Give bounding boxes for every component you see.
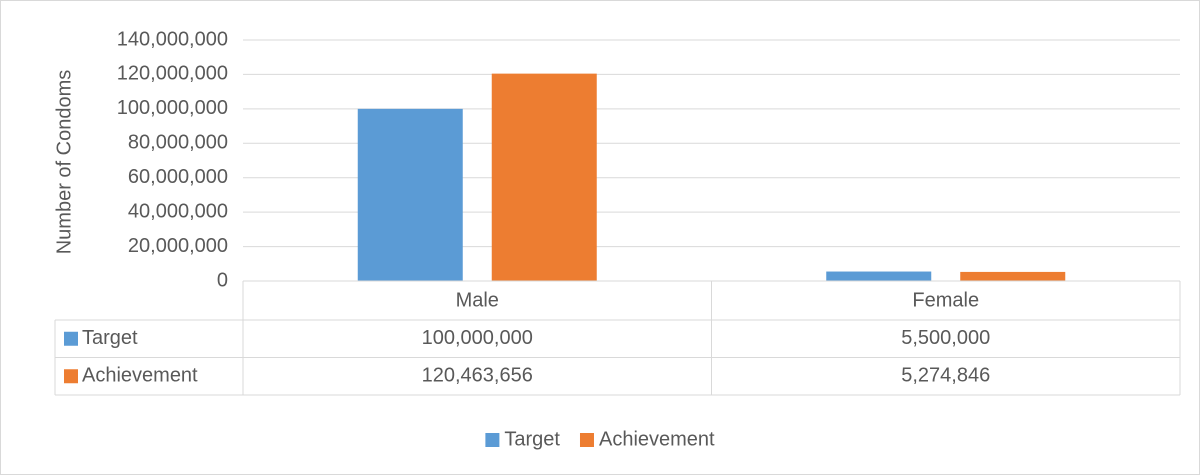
table-legend-key [64, 331, 78, 346]
legend-key [485, 433, 500, 447]
y-tick-label: 20,000,000 [128, 235, 228, 257]
bar [491, 73, 597, 281]
table-legend-key [64, 369, 78, 384]
table-row-label: Achievement [82, 365, 198, 387]
y-tick-label: 100,000,000 [117, 97, 228, 119]
y-tick-label: 40,000,000 [128, 200, 228, 222]
bar [826, 271, 932, 281]
y-axis-label: Number of Condoms [53, 70, 75, 255]
y-tick-label: 80,000,000 [128, 132, 228, 154]
legend-label: Target [504, 428, 560, 450]
table-value: 120,463,656 [422, 365, 533, 387]
table-row-label: Target [82, 327, 138, 349]
x-tick-label: Male [456, 289, 499, 311]
y-tick-label: 140,000,000 [117, 28, 228, 50]
legend-label: Achievement [599, 428, 715, 450]
y-tick-label: 0 [217, 269, 228, 291]
table-value: 5,500,000 [901, 327, 990, 349]
y-tick-label: 120,000,000 [117, 63, 228, 85]
bar [960, 271, 1066, 281]
table-value: 100,000,000 [422, 327, 533, 349]
x-tick-label: Female [912, 289, 979, 311]
table-value: 5,274,846 [901, 365, 990, 387]
legend-key [579, 433, 594, 447]
legend: Target Achievement [485, 428, 715, 450]
y-tick-label: 60,000,000 [128, 166, 228, 188]
bar [357, 108, 463, 281]
